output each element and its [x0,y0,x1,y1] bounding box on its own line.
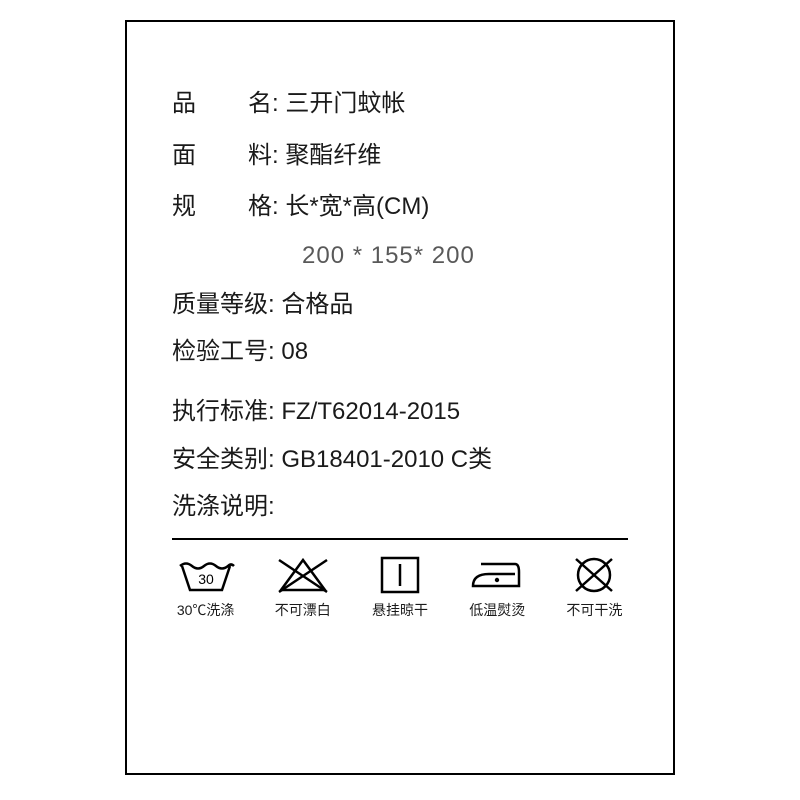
label-safety: 安全类别 [172,446,268,473]
iron-low-icon [467,554,527,596]
value-material: 聚酯纤维 [285,142,381,169]
care-wash-30-caption: 30℃洗涤 [177,600,235,620]
care-wash-30: 30 30℃洗涤 [172,554,239,620]
no-dryclean-icon [564,554,624,596]
care-no-bleach-caption: 不可漂白 [275,600,331,620]
care-iron-low: 低温熨烫 [464,554,531,620]
label-spec-char1: 规 [172,193,196,220]
label-name-char1: 品 [172,90,196,117]
no-bleach-icon [273,554,333,596]
row-name: 品名: 三开门蚊帐 [172,87,628,121]
value-standard: FZ/T62014-2015 [281,398,460,425]
label-quality: 质量等级 [172,291,268,318]
value-spec: 长*宽*高(CM) [285,193,429,220]
label-inspector: 检验工号 [172,338,268,365]
wash-30-icon: 30 [176,554,236,596]
wash-30-text: 30 [198,571,214,587]
product-label-card: 品名: 三开门蚊帐 面料: 聚酯纤维 规格: 长*宽*高(CM) 200 * 1… [125,20,675,775]
value-name: 三开门蚊帐 [285,90,405,117]
label-spec-char2: 格 [248,193,272,220]
care-iron-low-caption: 低温熨烫 [469,600,525,620]
care-line-dry-caption: 悬挂晾干 [372,600,428,620]
value-safety: GB18401-2010 C类 [281,446,492,473]
care-no-dryclean-caption: 不可干洗 [566,600,622,620]
row-quality: 质量等级: 合格品 [172,288,628,322]
row-spec: 规格: 长*宽*高(CM) [172,190,628,224]
care-icons-row: 30 30℃洗涤 不可漂白 悬挂晾干 [172,554,628,620]
line-dry-icon [370,554,430,596]
row-dimensions: 200 * 155* 200 [172,242,628,270]
value-inspector: 08 [281,338,308,365]
label-standard: 执行标准 [172,398,268,425]
label-name-char2: 名 [248,90,272,117]
row-inspector: 检验工号: 08 [172,335,628,369]
row-standard: 执行标准: FZ/T62014-2015 [172,395,628,429]
care-line-dry: 悬挂晾干 [366,554,433,620]
care-no-dryclean: 不可干洗 [561,554,628,620]
row-washing-header: 洗涤说明: [172,490,628,524]
row-material: 面料: 聚酯纤维 [172,139,628,173]
divider [172,538,628,540]
label-material-char1: 面 [172,142,196,169]
care-no-bleach: 不可漂白 [269,554,336,620]
label-material-char2: 料 [248,142,272,169]
value-quality: 合格品 [281,291,353,318]
row-safety: 安全类别: GB18401-2010 C类 [172,443,628,477]
